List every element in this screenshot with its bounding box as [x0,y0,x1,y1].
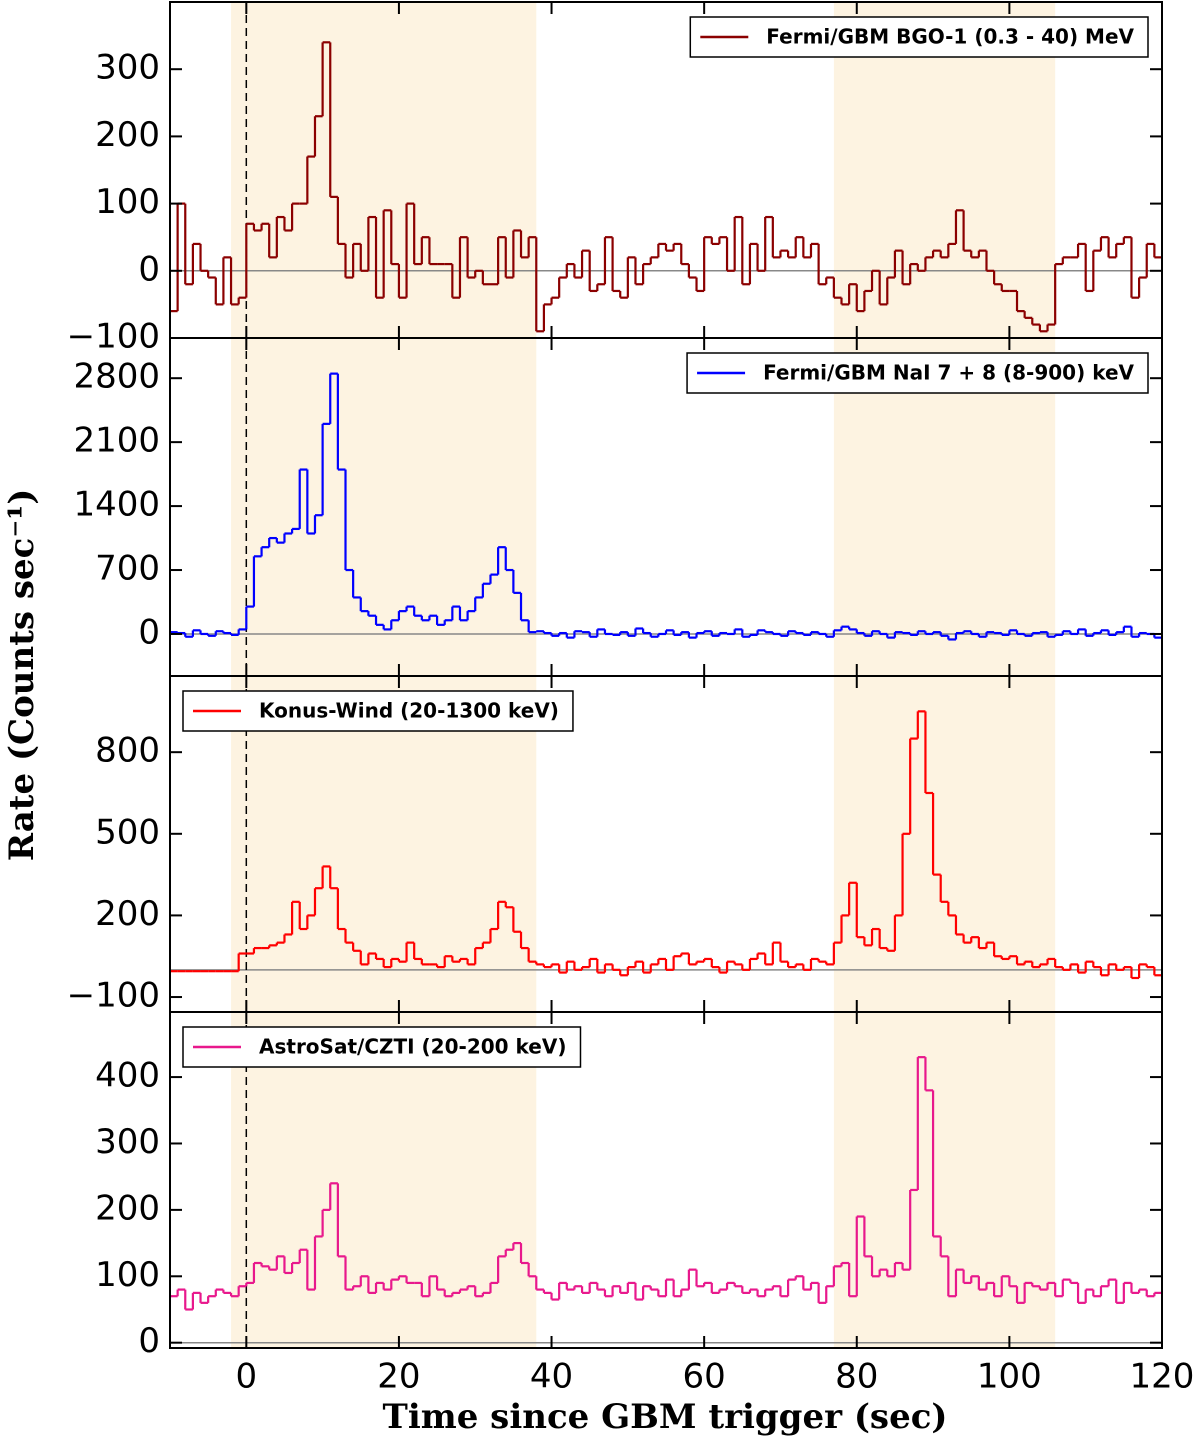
y-tick-label: 2800 [73,357,160,397]
panel [170,2,1162,338]
x-tick-label: 120 [1130,1357,1195,1397]
legend: Konus-Wind (20-1300 keV) [182,690,574,732]
y-tick-label: 2100 [73,421,160,461]
y-tick-label: 500 [95,812,160,852]
legend: Fermi/GBM NaI 7 + 8 (8-900) keV [686,352,1149,394]
panel [170,676,1162,1012]
x-tick-label: 0 [235,1357,257,1397]
y-tick-label: 300 [95,48,160,88]
x-tick-label: 20 [377,1357,420,1397]
shaded-interval [833,2,1056,338]
shaded-interval [833,1012,1056,1348]
step-riser [176,1057,1156,1310]
legend: AstroSat/CZTI (20-200 keV) [182,1026,582,1068]
legend-box [182,1026,582,1068]
panel-frame [169,1011,1163,1349]
step-riser [176,373,1156,640]
panel [170,1012,1162,1348]
legend-label: Konus-Wind (20-1300 keV) [259,699,559,723]
y-tick-label: 400 [95,1056,160,1096]
y-tick-label: 0 [138,612,160,652]
y-tick-label: 300 [95,1122,160,1162]
legend-label: Fermi/GBM BGO-1 (0.3 - 40) MeV [766,25,1134,49]
x-tick-label: 60 [683,1357,726,1397]
y-tick-label: 0 [138,249,160,289]
x-axis-label: Time since GBM trigger (sec) [383,1397,948,1437]
x-tick-label: 100 [977,1357,1042,1397]
x-tick-label: 40 [530,1357,573,1397]
panel [170,338,1162,676]
y-tick-label: 100 [95,1255,160,1295]
y-tick-label: −100 [67,976,160,1016]
y-axis-label: Rate (Counts sec⁻¹) [2,489,42,862]
legend-label: Fermi/GBM NaI 7 + 8 (8-900) keV [763,361,1134,385]
step-riser [176,42,1156,332]
legend: Fermi/GBM BGO-1 (0.3 - 40) MeV [689,16,1149,58]
shaded-interval [231,338,537,676]
legend-box [689,16,1149,58]
legend-box [182,690,574,732]
shaded-interval [231,676,537,1012]
y-tick-label: −100 [67,317,160,357]
shaded-interval [833,338,1056,676]
legend-label: AstroSat/CZTI (20-200 keV) [259,1035,566,1059]
y-tick-label: 0 [138,1321,160,1361]
step-riser [237,711,1156,978]
y-tick-label: 200 [95,894,160,934]
y-tick-label: 800 [95,731,160,771]
y-tick-label: 200 [95,1188,160,1228]
x-tick-label: 80 [835,1357,878,1397]
y-tick-label: 1400 [73,485,160,525]
shaded-interval [833,676,1056,1012]
y-tick-label: 100 [95,182,160,222]
y-tick-label: 200 [95,115,160,155]
legend-box [686,352,1149,394]
y-tick-label: 700 [95,549,160,589]
